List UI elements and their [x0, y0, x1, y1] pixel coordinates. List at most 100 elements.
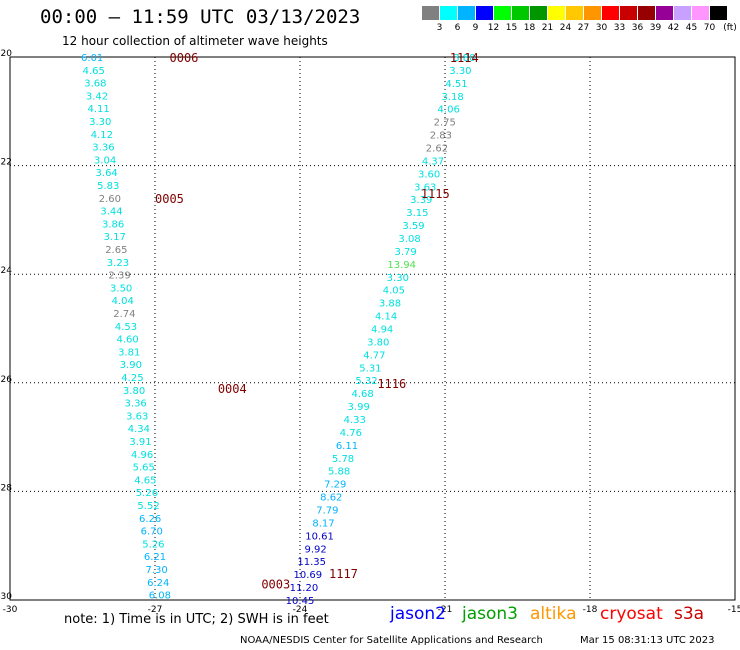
scale-label: 24: [559, 23, 572, 33]
track-time-label: 0003: [261, 578, 290, 592]
swh-value-label: 4.25: [121, 373, 143, 384]
swh-value-label: 4.96: [131, 450, 153, 461]
swh-value-label: 3.42: [86, 91, 108, 102]
swh-value-label: 5.83: [97, 181, 119, 192]
swh-value-label: 4.11: [87, 104, 109, 115]
swh-value-label: 3.50: [110, 283, 132, 294]
swh-value-label: 8.62: [320, 493, 342, 504]
scale-swatch: [476, 6, 493, 20]
scale-swatch: [584, 6, 601, 20]
swh-value-label: 3.64: [96, 168, 118, 179]
track-time-label: 1114: [450, 51, 479, 65]
footer-note: note: 1) Time is in UTC; 2) SWH is in fe…: [64, 612, 329, 627]
track-time-label: 0004: [218, 382, 247, 396]
swh-value-label: 4.04: [112, 296, 134, 307]
scale-label: 30: [595, 23, 608, 33]
scale-swatch: [674, 6, 691, 20]
swh-value-label: 5.78: [332, 454, 354, 465]
y-tick-label: -26: [0, 375, 12, 385]
swh-value-label: 4.33: [344, 415, 366, 426]
swh-value-label: 4.37: [422, 156, 444, 167]
generation-timestamp: Mar 15 08:31:13 UTC 2023: [580, 635, 715, 646]
y-tick-label: -24: [0, 266, 12, 276]
scale-swatch: [620, 6, 637, 20]
scale-swatch: [692, 6, 709, 20]
legend-jason2: jason2: [390, 604, 446, 624]
swh-value-label: 3.63: [126, 411, 148, 422]
swh-value-label: 11.20: [290, 583, 319, 594]
scale-unit: (ft): [723, 23, 737, 33]
swh-value-label: 10.45: [286, 596, 315, 607]
scale-swatch: [530, 6, 547, 20]
scale-swatch: [512, 6, 529, 20]
swh-value-label: 3.81: [118, 347, 140, 358]
swh-value-label: 7.30: [145, 565, 167, 576]
swh-value-label: 4.65: [83, 66, 105, 77]
x-tick-label: -30: [3, 605, 18, 612]
swh-value-label: 4.76: [340, 428, 362, 439]
swh-value-label: 5.26: [136, 488, 158, 499]
legend-jason3: jason3: [462, 604, 518, 624]
swh-value-label: 3.23: [107, 258, 129, 269]
scale-swatch: [458, 6, 475, 20]
scale-label: 36: [631, 23, 644, 33]
chart-subtitle: 12 hour collection of altimeter wave hei…: [62, 34, 328, 48]
swh-value-label: 13.94: [387, 260, 416, 271]
swh-value-label: 4.60: [116, 335, 138, 346]
swh-value-label: 3.79: [395, 247, 417, 258]
swh-value-label: 8.17: [312, 518, 334, 529]
scale-label: 15: [505, 23, 518, 33]
swh-value-label: 3.88: [379, 299, 401, 310]
scale-label: 33: [613, 23, 626, 33]
scale-swatch: [548, 6, 565, 20]
swh-value-label: 6.11: [336, 441, 358, 452]
swh-value-label: 2.62: [426, 144, 448, 155]
scale-label: 9: [472, 23, 479, 33]
y-tick-label: -30: [0, 592, 12, 602]
swh-value-label: 3.44: [100, 207, 122, 218]
swh-value-label: 4.34: [128, 424, 150, 435]
y-tick-label: -22: [0, 158, 12, 168]
swh-value-label: 5.31: [359, 363, 381, 374]
track-time-label: 0006: [170, 51, 199, 65]
track-time-label: 1115: [421, 187, 450, 201]
swh-value-label: 6.24: [147, 578, 169, 589]
swh-value-label: 6.26: [139, 514, 161, 525]
swh-value-label: 3.86: [102, 219, 124, 230]
swh-value-label: 3.08: [398, 234, 420, 245]
y-tick-label: -28: [0, 483, 12, 493]
scale-label: 18: [523, 23, 536, 33]
scale-label: 70: [703, 23, 716, 33]
swh-value-label: 3.63: [414, 182, 436, 193]
x-tick-label: -27: [148, 605, 163, 612]
swh-value-label: 4.77: [363, 350, 385, 361]
swh-value-label: 4.06: [438, 105, 460, 116]
swh-value-label: 5.88: [328, 467, 350, 478]
wave-height-color-scale: 3 6 9 12 15 18 21 24 27 30 33 36 39 42 45 70 (ft): [422, 6, 737, 36]
legend-cryosat: cryosat: [600, 604, 663, 624]
scale-label: 12: [487, 23, 500, 33]
swh-value-label: 3.36: [92, 143, 114, 154]
swh-value-label: 6.01: [81, 53, 103, 64]
swh-value-label: 3.80: [453, 53, 475, 64]
swh-value-label: 4.05: [383, 286, 405, 297]
scale-swatch: [440, 6, 457, 20]
swh-value-label: 3.60: [418, 169, 440, 180]
swh-value-label: 3.18: [441, 92, 463, 103]
scale-label: 42: [667, 23, 680, 33]
swh-value-label: 4.65: [134, 475, 156, 486]
scale-label: 3: [436, 23, 443, 33]
swh-value-label: 3.68: [84, 79, 106, 90]
swh-value-label: 3.17: [104, 232, 126, 243]
swh-value-label: 2.75: [434, 118, 456, 129]
scale-label: 27: [577, 23, 590, 33]
swh-value-label: 4.14: [375, 312, 397, 323]
swh-value-label: 3.80: [367, 337, 389, 348]
swh-value-label: 3.91: [129, 437, 151, 448]
swh-value-label: 4.12: [91, 130, 113, 141]
swh-value-label: 7.29: [324, 480, 346, 491]
scale-swatch: [638, 6, 655, 20]
swh-value-label: 2.74: [113, 309, 135, 320]
swh-value-label: 6.70: [141, 527, 163, 538]
swh-value-label: 6.21: [144, 552, 166, 563]
